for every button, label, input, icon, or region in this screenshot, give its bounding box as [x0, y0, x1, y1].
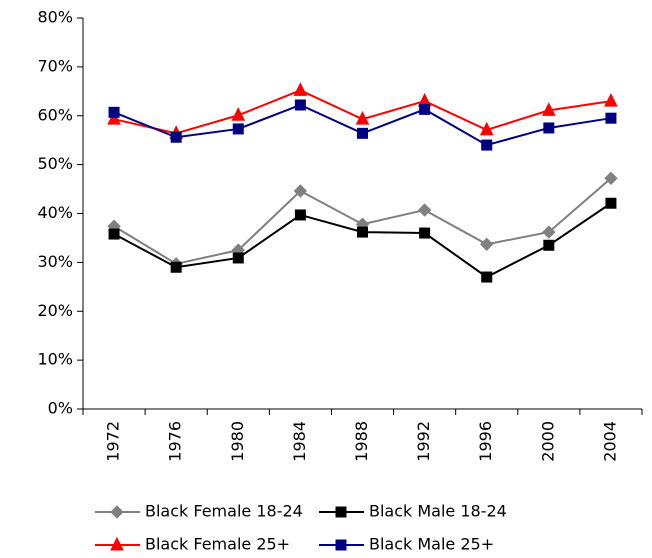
- legend-marker: [110, 536, 124, 551]
- data-point: [170, 261, 182, 273]
- y-tick-label: 80%: [37, 8, 73, 27]
- data-point: [604, 171, 618, 186]
- x-tick-label: 2004: [600, 421, 619, 462]
- data-point: [479, 121, 494, 136]
- data-point: [108, 106, 120, 118]
- data-point: [543, 122, 555, 134]
- legend-label: Black Female 25+: [145, 535, 290, 554]
- data-point: [107, 111, 121, 125]
- data-point: [419, 103, 431, 115]
- series-line: [113, 202, 612, 279]
- data-point: [293, 184, 308, 198]
- legend-marker: [335, 539, 347, 551]
- x-tick-label: 1976: [166, 421, 185, 462]
- data-point: [480, 237, 494, 251]
- x-tick-label: 1984: [290, 421, 309, 462]
- y-tick-label: 10%: [37, 350, 73, 369]
- series-line: [113, 103, 612, 147]
- y-tick-label: 30%: [37, 252, 73, 271]
- data-point: [294, 209, 306, 221]
- data-point: [542, 225, 556, 239]
- data-point: [232, 123, 244, 135]
- y-tick-label: 20%: [37, 301, 73, 320]
- y-tick-label: 70%: [37, 56, 73, 75]
- data-point: [357, 226, 368, 238]
- legend-label: Black Female 18-24: [145, 502, 303, 521]
- x-tick-label: 1972: [104, 421, 123, 462]
- data-point: [231, 107, 246, 121]
- data-point: [232, 252, 244, 264]
- data-point: [605, 112, 617, 124]
- data-point: [293, 82, 308, 96]
- x-tick-label: 2000: [538, 421, 557, 462]
- y-tick-label: 50%: [37, 154, 73, 173]
- legend-label: Black Male 25+: [369, 535, 494, 554]
- y-tick-label: 60%: [37, 105, 73, 124]
- data-point: [357, 127, 368, 139]
- x-tick-label: 1992: [414, 421, 433, 462]
- legend-marker: [110, 505, 124, 519]
- y-tick-label: 40%: [37, 203, 73, 222]
- x-tick-label: 1988: [352, 421, 371, 462]
- legend-label: Black Male 18-24: [369, 502, 507, 521]
- data-point: [419, 227, 431, 239]
- data-point: [542, 102, 556, 116]
- legend-marker: [335, 506, 347, 518]
- data-point: [294, 99, 306, 111]
- data-point: [543, 239, 555, 251]
- data-point: [604, 92, 618, 107]
- data-point: [605, 197, 617, 209]
- y-tick-label: 0%: [48, 399, 73, 418]
- data-point: [170, 131, 182, 143]
- data-point: [108, 228, 120, 240]
- data-point: [481, 271, 493, 283]
- data-point: [481, 139, 493, 151]
- data-point: [355, 111, 370, 125]
- data-point: [417, 203, 432, 217]
- x-tick-label: 1980: [228, 421, 247, 462]
- x-tick-label: 1996: [476, 421, 495, 462]
